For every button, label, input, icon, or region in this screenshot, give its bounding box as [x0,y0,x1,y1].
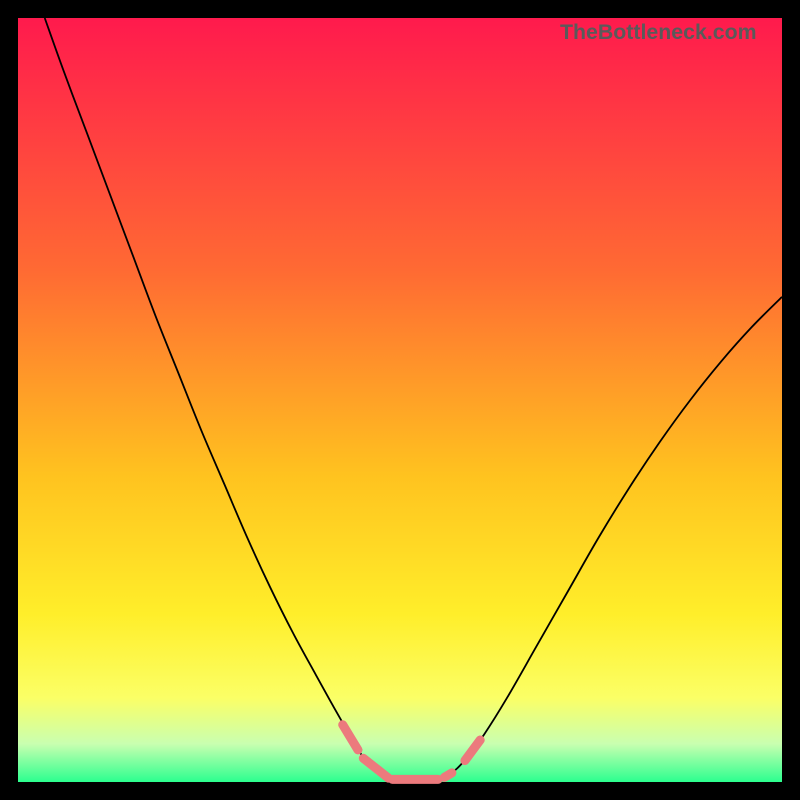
marker-segment [363,758,388,778]
marker-segment [444,773,452,778]
marker-segment [343,725,358,750]
left-curve [45,18,408,781]
curve-overlay [0,0,800,800]
chart-frame: TheBottleneck.com [0,0,800,800]
marker-segment [465,740,480,761]
right-curve [423,297,782,781]
marker-segments [343,725,481,780]
